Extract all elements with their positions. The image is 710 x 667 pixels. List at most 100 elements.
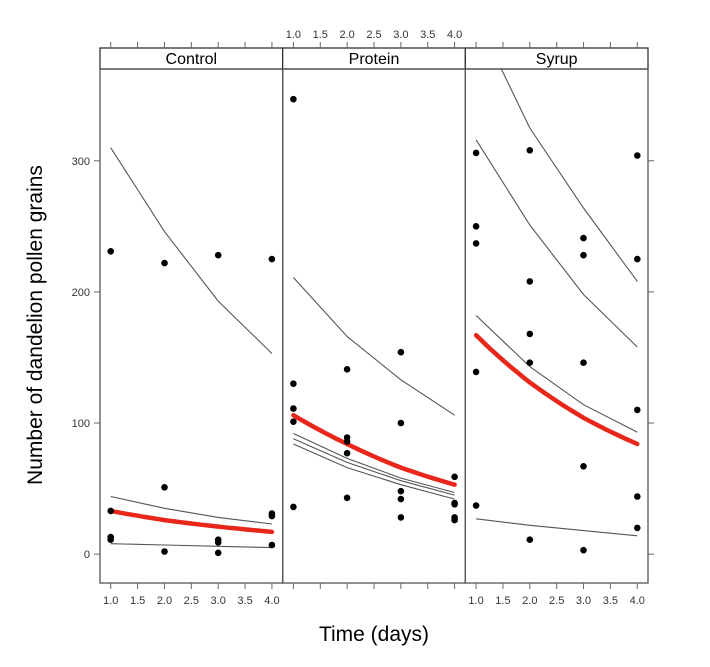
x-tick-label-bottom: 3.0 xyxy=(211,595,226,607)
panel-control: Control 1.0 1.5 2.0 2.5 3.0 3.5 4.0 xyxy=(99,42,284,607)
curve-line xyxy=(476,518,638,537)
data-point xyxy=(472,368,480,376)
data-point xyxy=(107,536,114,543)
curve-line xyxy=(293,433,455,494)
data-point xyxy=(290,95,297,103)
data-point xyxy=(526,147,534,154)
data-point xyxy=(161,484,168,491)
x-tick-label-bottom: 2.0 xyxy=(157,595,172,607)
data-point xyxy=(397,348,405,356)
x-tick-label-bottom: 3.0 xyxy=(576,595,591,607)
data-point xyxy=(472,223,480,230)
data-point xyxy=(214,539,222,546)
data-point xyxy=(634,255,641,263)
data-point xyxy=(526,330,534,338)
data-point xyxy=(397,514,405,521)
fitted-line xyxy=(108,508,275,535)
data-point xyxy=(634,406,641,414)
y-tick-label: 200 xyxy=(72,287,90,299)
curve-line xyxy=(110,147,273,354)
x-axis-title: Time (days) xyxy=(319,623,429,646)
panel-frame-protein xyxy=(282,68,466,584)
axes-layer: 0 100 200 300 xyxy=(72,156,654,561)
curve-line xyxy=(292,277,455,416)
data-point xyxy=(290,405,297,412)
x-tick-label-bottom: 4.0 xyxy=(630,595,645,607)
panel-syrup: Syrup 1.0 1.5 2.0 2.5 3.0 3.5 4.0 xyxy=(464,42,649,607)
fitted-line xyxy=(473,332,640,447)
x-tick-label-top: 4.0 xyxy=(447,29,462,41)
data-point xyxy=(343,449,351,457)
data-point xyxy=(107,507,114,515)
x-tick-label-top: 1.5 xyxy=(313,29,328,41)
x-tick-label-bottom: 2.0 xyxy=(522,595,537,607)
plot-area-protein xyxy=(290,95,458,524)
data-point xyxy=(526,278,534,285)
y-tick-label: 100 xyxy=(72,418,90,430)
data-point xyxy=(397,487,405,495)
data-point xyxy=(580,251,587,259)
data-point xyxy=(451,516,458,524)
data-point xyxy=(580,234,587,242)
panel-protein: Protein 1.0 1.5 2.0 2.5 3.0 3.5 4.0 xyxy=(282,29,466,589)
data-point xyxy=(290,418,297,426)
x-tick-label-bottom: 1.0 xyxy=(468,595,483,607)
x-tick-label-top: 1.0 xyxy=(286,29,301,41)
curve-line xyxy=(293,438,455,496)
data-point xyxy=(526,536,534,543)
x-tick-label-bottom: 3.5 xyxy=(603,595,618,607)
data-point xyxy=(451,501,458,508)
curve-line xyxy=(293,443,455,500)
x-tick-label-bottom: 2.5 xyxy=(549,595,564,607)
data-point xyxy=(580,359,587,367)
plot-area-syrup xyxy=(472,69,641,554)
curve-line xyxy=(475,315,638,433)
x-tick-label-bottom: 2.5 xyxy=(184,595,199,607)
strip-label-protein: Protein xyxy=(349,51,400,68)
data-point xyxy=(580,463,587,470)
data-point xyxy=(472,149,480,157)
data-point xyxy=(268,255,276,263)
x-tick-label-top: 2.5 xyxy=(366,29,381,41)
data-point xyxy=(634,524,641,532)
x-tick-label-top: 3.0 xyxy=(393,29,408,41)
data-point xyxy=(634,152,641,159)
strip-label-syrup: Syrup xyxy=(536,51,578,68)
data-point xyxy=(343,366,351,373)
x-tick-label-bottom: 3.5 xyxy=(237,595,252,607)
x-tick-label-top: 2.0 xyxy=(339,29,354,41)
curve-line xyxy=(110,495,272,525)
x-tick-label-bottom: 4.0 xyxy=(264,595,279,607)
y-tick-label: 0 xyxy=(84,549,90,561)
data-point xyxy=(634,493,641,500)
plot-area-control xyxy=(107,147,276,557)
data-point xyxy=(451,473,458,481)
data-point xyxy=(526,359,534,367)
panel-frame-control xyxy=(99,68,284,584)
strip-label-control: Control xyxy=(166,51,218,68)
panel-frame-syrup xyxy=(464,68,649,584)
data-point xyxy=(580,546,587,554)
curve-line xyxy=(475,139,638,348)
data-point xyxy=(290,503,297,511)
x-tick-label-top: 3.5 xyxy=(420,29,435,41)
curve-line xyxy=(110,543,272,549)
data-point xyxy=(214,251,222,259)
x-tick-label-bottom: 1.5 xyxy=(495,595,510,607)
curve-line xyxy=(500,69,638,282)
data-point xyxy=(343,438,351,445)
data-point xyxy=(343,494,351,502)
data-point xyxy=(268,541,276,549)
x-tick-label-bottom: 1.0 xyxy=(103,595,118,607)
panels-layer: Control 1.0 1.5 2.0 2.5 3.0 3.5 4.0 Protein 1.0 1.… xyxy=(99,29,649,607)
data-point xyxy=(161,548,168,555)
data-point xyxy=(161,259,168,267)
y-tick-label: 300 xyxy=(72,156,90,168)
y-axis-title: Number of dandelion pollen grains xyxy=(24,165,47,485)
data-point xyxy=(472,240,480,247)
data-point xyxy=(397,495,405,503)
data-point xyxy=(214,549,222,557)
fitted-line xyxy=(291,412,457,487)
data-point xyxy=(397,419,405,427)
